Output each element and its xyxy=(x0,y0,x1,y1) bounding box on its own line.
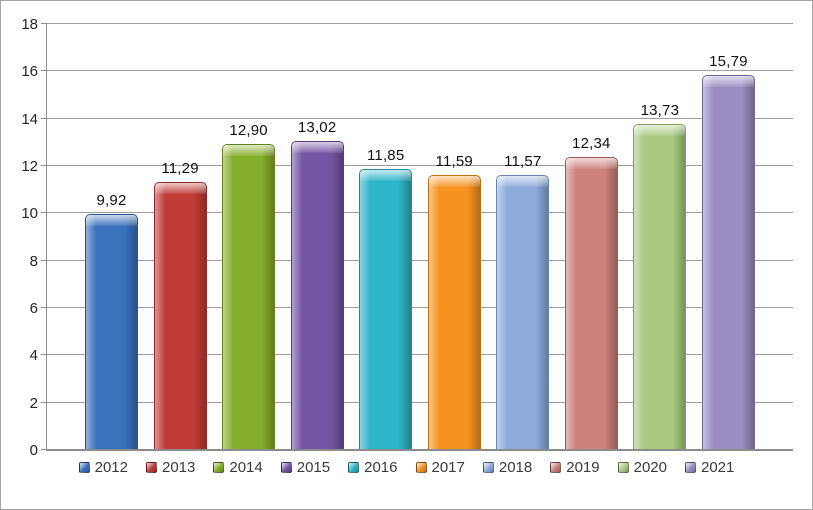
legend-label: 2015 xyxy=(296,459,331,476)
y-axis-label: 0 xyxy=(29,442,38,459)
y-axis-tick xyxy=(41,23,47,24)
bar-2020 xyxy=(633,124,687,449)
legend-item-2018: 2018 xyxy=(482,459,533,476)
bar-2018 xyxy=(496,175,550,449)
y-axis-label: 4 xyxy=(29,347,38,365)
bar-group-2015: 13,02 xyxy=(290,23,344,449)
bar-group-2016: 11,85 xyxy=(359,23,413,449)
y-axis-tick xyxy=(41,259,47,261)
gridline xyxy=(47,259,793,261)
y-axis-label: 8 xyxy=(29,252,38,270)
bar-2019 xyxy=(564,156,618,449)
bar-2014 xyxy=(222,143,276,449)
y-axis-label: 12 xyxy=(21,158,38,176)
bar-2012 xyxy=(85,214,138,449)
bar-value-label: 11,57 xyxy=(504,153,542,171)
legend-marker-icon xyxy=(213,462,225,473)
bar-2015 xyxy=(290,140,344,449)
y-axis-label: 16 xyxy=(21,63,38,81)
y-axis-tick xyxy=(41,354,47,356)
bar-group-2017: 11,59 xyxy=(427,23,481,449)
legend-label: 2020 xyxy=(633,459,667,476)
legend-item-2019: 2019 xyxy=(550,459,600,476)
bar-value-label: 15,79 xyxy=(709,53,748,71)
y-axis-label: 6 xyxy=(29,300,38,318)
legend-label: 2018 xyxy=(498,459,533,476)
bar-value-label: 13,02 xyxy=(297,118,337,136)
bar-value-label: 11,85 xyxy=(366,146,405,164)
legend-label: 2014 xyxy=(229,459,263,476)
bar-2017 xyxy=(427,174,481,449)
bar-group-2018: 11,57 xyxy=(496,23,550,449)
bar-value-label: 12,90 xyxy=(229,121,268,139)
y-axis-tick xyxy=(41,70,47,72)
bar-group-2019: 12,34 xyxy=(564,23,618,449)
bar-group-2020: 13,73 xyxy=(633,23,687,449)
bar-group-2012: 9,92 xyxy=(85,23,138,449)
bar-group-2021: 15,79 xyxy=(701,23,755,449)
legend-marker-icon xyxy=(482,462,494,473)
legend-item-2016: 2016 xyxy=(348,459,398,476)
y-axis-tick xyxy=(41,165,47,167)
legend-label: 2017 xyxy=(431,459,465,476)
legend-marker-icon xyxy=(415,462,427,473)
y-axis-label: 18 xyxy=(21,16,38,33)
legend-label: 2016 xyxy=(364,459,398,476)
y-axis-label: 14 xyxy=(21,110,38,128)
gridline xyxy=(47,23,793,24)
legend-item-2021: 2021 xyxy=(685,459,734,476)
gridline xyxy=(47,212,793,214)
legend-item-2012: 2012 xyxy=(78,459,128,476)
bar-value-label: 9,92 xyxy=(96,192,127,210)
legend-marker-icon xyxy=(280,462,292,473)
bar-group-2013: 11,29 xyxy=(153,23,207,449)
gridline xyxy=(47,401,793,403)
legend-marker-icon xyxy=(685,462,696,473)
legend-label: 2021 xyxy=(701,459,735,476)
y-axis-tick xyxy=(41,449,47,450)
bar-group-2014: 12,90 xyxy=(222,23,276,449)
y-axis-label: 2 xyxy=(29,394,38,412)
legend-marker-icon xyxy=(617,462,629,473)
y-axis-tick xyxy=(41,307,47,309)
bars-container: 9,92 11,29 12,90 13,02 11,85 11,59 11,57 12,34 1… xyxy=(47,23,793,449)
bar-value-label: 13,73 xyxy=(640,102,680,120)
legend-item-2015: 2015 xyxy=(280,459,331,476)
bar-2013 xyxy=(153,181,207,449)
bar-2016 xyxy=(359,168,413,449)
legend-item-2020: 2020 xyxy=(617,459,667,476)
bar-value-label: 11,59 xyxy=(435,152,473,170)
plot-area: 0 2 4 6 8 10 12 14 16 18 9,92 11,29 12,90 13,02 11,85… xyxy=(21,16,793,459)
gridline xyxy=(47,70,793,72)
legend-item-2017: 2017 xyxy=(415,459,465,476)
legend-marker-icon xyxy=(348,462,360,473)
legend-label: 2012 xyxy=(94,459,128,476)
legend-item-2014: 2014 xyxy=(213,459,263,476)
gridline xyxy=(47,117,793,119)
gridline xyxy=(47,354,793,356)
bar-2021 xyxy=(701,75,755,449)
legend-marker-icon xyxy=(146,462,157,473)
legend-marker-icon xyxy=(550,462,562,473)
y-axis-label: 10 xyxy=(21,205,38,223)
gridline xyxy=(47,307,793,309)
legend-marker-icon xyxy=(78,462,90,473)
bar-value-label: 11,29 xyxy=(161,159,199,177)
bar-value-label: 12,34 xyxy=(572,134,611,152)
legend-item-2013: 2013 xyxy=(146,459,195,476)
legend-label: 2019 xyxy=(566,459,600,476)
y-axis-tick xyxy=(41,401,47,403)
legend: 2012 2013 2014 2015 2016 2017 2018 2019 2020 2021 xyxy=(1,459,812,476)
y-axis-tick xyxy=(41,117,47,119)
gridline xyxy=(47,165,793,167)
legend-label: 2013 xyxy=(162,459,196,476)
y-axis-tick xyxy=(41,212,47,214)
